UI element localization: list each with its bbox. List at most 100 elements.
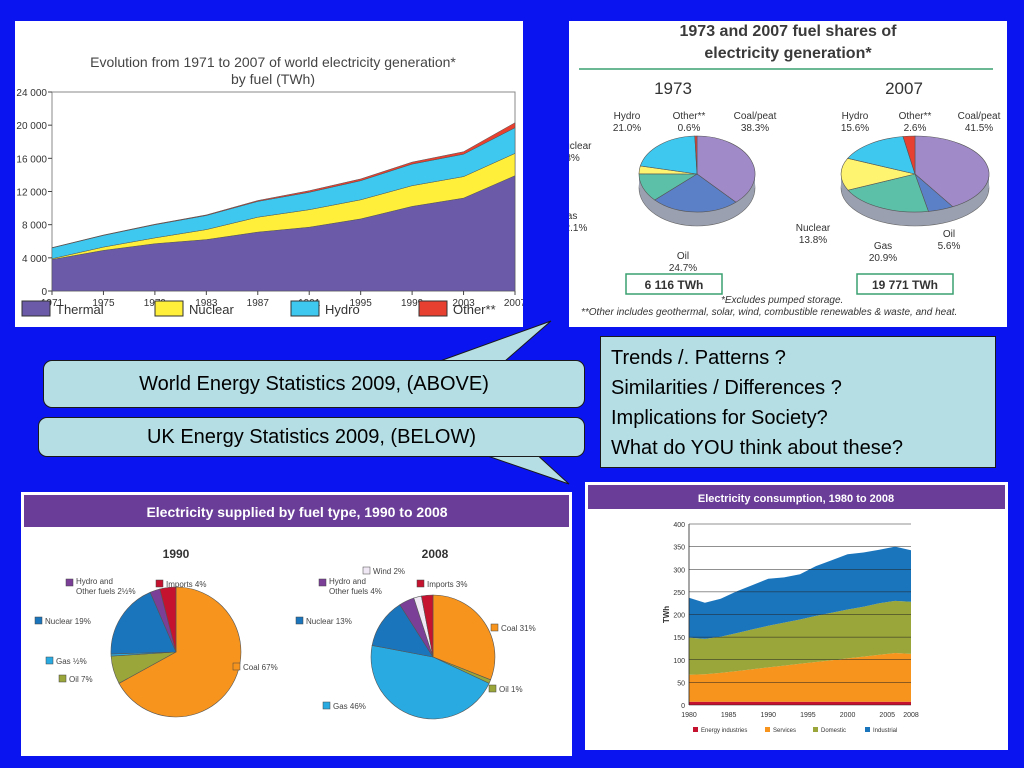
world-area-xtick-label: 1983 (195, 298, 218, 309)
world-pie-footnote-1: *Excludes pumped storage. (721, 295, 843, 306)
uk-supply-pie-chart: Electricity supplied by fuel type, 1990 … (24, 495, 569, 720)
world-pie-year-label: 1973 (654, 79, 692, 98)
world-area-ytick-label: 8 000 (22, 221, 47, 232)
world-area-series-other (51, 122, 516, 249)
uk-consumption-xtick-label: 1990 (760, 712, 776, 719)
uk-consumption-ytick-label: 150 (673, 635, 685, 642)
uk-2008-pie (370, 594, 496, 720)
uk-supply-slice-label: Gas 46% (333, 702, 366, 711)
world-area-ytick-label: 16 000 (16, 154, 47, 165)
uk-2008-slice-coal (432, 594, 496, 681)
uk-consumption-series-industrial (689, 546, 911, 639)
world-2007-slice-other (902, 135, 916, 175)
discussion-questions: Trends /. Patterns ? Similarities / Diff… (600, 336, 996, 468)
uk-supply-legend-swatch-nuclear (34, 616, 43, 625)
world-1973-slice-oil (654, 173, 737, 213)
uk-supply-slice-label: Nuclear 19% (45, 617, 91, 626)
uk-consumption-ytick-label: 250 (673, 590, 685, 597)
world-pie-slice-value: 3.3% (569, 153, 580, 164)
uk-supply-legend-swatch-nuclear (295, 616, 304, 625)
world-pie-total-box (625, 273, 723, 295)
world-2007-slice-gas (847, 173, 929, 213)
uk-consumption-area-chart: Electricity consumption, 1980 to 2008 0 50… (588, 485, 1005, 734)
uk-supply-slice-label-line2: Other fuels 2½% (76, 587, 136, 596)
uk-supply-legend-swatch-wind (362, 566, 371, 575)
uk-consumption-xtick-label: 1985 (721, 712, 737, 719)
uk-supply-slice-label-line2: Other fuels 4% (329, 587, 382, 596)
uk-supply-legend-swatch-coal (490, 623, 499, 632)
uk-stats-callout: UK Energy Statistics 2009, (BELOW) (38, 417, 585, 457)
uk-supply-slice-label: Oil 1% (499, 685, 523, 694)
world-pie-slice-name: Gas (874, 241, 892, 252)
world-1973-pie (638, 135, 756, 227)
world-area-xtick-label: 1995 (350, 298, 373, 309)
world-area-legend-label: Nuclear (189, 302, 234, 317)
world-pie-slice-value: 13.8% (799, 235, 827, 246)
world-2007-slice-nuclear (840, 157, 916, 191)
world-pie-total-box (856, 273, 954, 295)
world-fuel-shares-panel: 1973 and 2007 fuel shares of electricity … (557, 21, 1007, 327)
world-pie-slice-name: Other** (673, 111, 706, 122)
uk-consumption-ytick-label: 300 (673, 567, 685, 574)
world-pie-slice-name: Oil (943, 229, 955, 240)
uk-consumption-ytick-label: 400 (673, 522, 685, 529)
question-similarities: Similarities / Differences ? (611, 377, 842, 399)
world-pie-slice-name: Coal/peat (958, 111, 1001, 122)
uk-2008-slice-gas (370, 645, 490, 720)
uk-supply-slice-label: Coal 67% (243, 663, 278, 672)
world-area-legend-swatch-other (418, 300, 448, 317)
uk-consumption-title: Electricity consumption, 1980 to 2008 (698, 493, 894, 505)
uk-supply-slice-label-line1: Hydro and (329, 577, 366, 586)
world-area-title-line1: Evolution from 1971 to 2007 of world ele… (90, 54, 456, 70)
world-area-legend-swatch-hydro (290, 300, 320, 317)
uk-consumption-ytick-label: 100 (673, 658, 685, 665)
world-pie-footnote-2: **Other includes geothermal, solar, wind… (581, 307, 957, 318)
uk-supply-legend-swatch-oil (58, 674, 67, 683)
uk-consumption-legend-label: Domestic (821, 728, 846, 734)
world-area-title-line2: by fuel (TWh) (231, 71, 315, 87)
uk-supply-year-label: 2008 (422, 547, 449, 561)
uk-supply-legend-swatch-hydro-and-other-fuels (318, 578, 327, 587)
world-callout-pointer (439, 320, 552, 362)
uk-consumption-legend-swatch-energy-industries (693, 727, 698, 732)
uk-supply-slice-label: Wind 2% (373, 567, 405, 576)
world-pie-total-label: 19 771 TWh (872, 278, 938, 292)
world-pie-slice-value: 38.3% (741, 123, 769, 134)
uk-consumption-series-domestic (689, 600, 911, 675)
uk-supply-legend-swatch-oil (488, 684, 497, 693)
question-trends: Trends /. Patterns ? (611, 347, 786, 369)
uk-supply-legend-swatch-gas (322, 701, 331, 710)
world-1973-slice-other (694, 135, 698, 175)
world-1973-slice-hydro (639, 135, 698, 175)
world-generation-panel: Evolution from 1971 to 2007 of world ele… (15, 21, 527, 327)
uk-consumption-xtick-label: 1980 (681, 712, 697, 719)
world-pie-slice-name: Hydro (614, 111, 641, 122)
uk-consumption-series-energy-industries (689, 701, 911, 705)
uk-supply-year-label: 1990 (163, 547, 190, 561)
uk-consumption-legend-label: Energy industries (701, 728, 747, 734)
world-area-legend-swatch-thermal (21, 300, 51, 317)
uk-consumption-panel: Electricity consumption, 1980 to 2008 0 50… (585, 482, 1008, 750)
world-2007-slice-hydro (847, 136, 916, 175)
uk-consumption-ytick-label: 0 (681, 703, 685, 710)
uk-consumption-ytick-label: 50 (677, 680, 685, 687)
world-area-xtick-label: 1999 (401, 298, 424, 309)
uk-consumption-xtick-label: 1995 (800, 712, 816, 719)
uk-consumption-legend-swatch-industrial (865, 727, 870, 732)
world-pie-title-line1: 1973 and 2007 fuel shares of (680, 23, 898, 40)
world-pie-slice-value: 24.7% (669, 263, 697, 274)
world-pie-slice-value: 15.6% (841, 123, 869, 134)
uk-consumption-legend-label: Services (773, 728, 796, 734)
uk-supply-slice-label: Coal 31% (501, 624, 536, 633)
world-area-legend-label: Hydro (325, 302, 360, 317)
uk-supply-slice-label: Imports 4% (166, 580, 206, 589)
world-generation-area-chart: Evolution from 1971 to 2007 of world ele… (16, 54, 526, 317)
uk-supply-slice-label-line1: Hydro and (76, 577, 113, 586)
uk-supply-legend-swatch-gas (45, 656, 54, 665)
world-area-ytick-label: 20 000 (16, 121, 47, 132)
uk-supply-slice-label: Nuclear 13% (306, 617, 352, 626)
uk-1990-pie (110, 586, 242, 718)
uk-consumption-xtick-label: 2008 (903, 712, 919, 719)
world-pie-slice-name: Other** (899, 111, 932, 122)
world-pie-slice-value: 21.0% (613, 123, 641, 134)
